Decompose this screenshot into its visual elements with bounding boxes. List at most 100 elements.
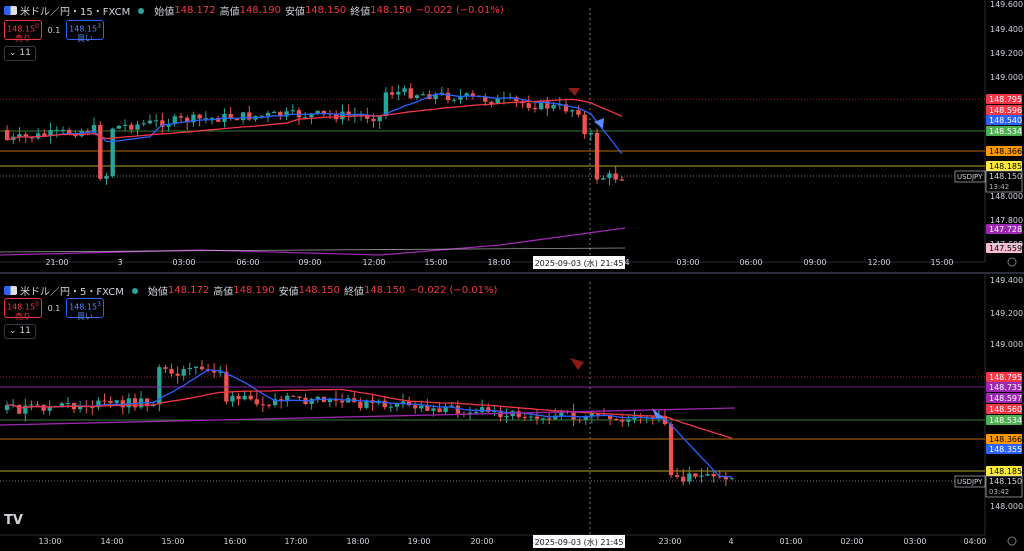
candle-body [626,419,631,422]
candle-body [431,408,436,411]
high-value: 148.190 [233,285,275,296]
candle-body [122,124,128,126]
price-tag-label: 148.534 [989,416,1022,425]
current-symbol-label: USDJPY [957,173,983,181]
candle-body [388,406,393,408]
trend-line [0,247,626,253]
moving-average-long [0,407,736,426]
high-label: 高値 [219,7,240,18]
candle-body [35,404,40,406]
bottom-chart-header: 米ドル／円・5・FXCM 始値 148.172 高値 148.190 安値 148.1… [4,283,497,298]
symbol-badge [954,475,986,488]
price-tag [986,372,1022,382]
candle-body [377,115,382,122]
top-buy-button[interactable]: 148.153 買い [66,20,104,43]
time-axis-label: 15:00 [161,537,184,546]
time-axis-label: 04:00 [963,537,986,546]
candle-body [540,418,546,420]
price-tag [986,224,1022,234]
bottom-symbol-title[interactable]: 米ドル／円・5・FXCM [20,287,124,298]
time-axis-label: 3 [117,258,122,267]
candle-body [711,474,716,477]
time-axis-label: 17:00 [284,537,307,546]
current-price-label: 148.150 [989,172,1022,181]
candle-body [104,176,109,179]
candle-body [157,367,162,405]
top-indicator-toggle[interactable]: ⌄ 11 [4,46,36,61]
candle-body [47,406,52,411]
time-axis-label: 03:00 [903,537,926,546]
bottom-sell-button[interactable]: 148.150 売り [4,298,42,321]
low-label: 安値 [284,7,305,18]
candle-body [547,418,552,420]
chevron-down-icon: ⌄ [9,48,17,58]
current-price-label: 148.150 [989,477,1022,486]
price-tag [986,126,1022,136]
candle-body [209,117,215,119]
candle-body [389,92,395,95]
candle-body [382,400,387,408]
top-symbol-title[interactable]: 米ドル／円・15・FXCM [20,7,131,18]
candle-body [421,94,426,96]
time-axis-label: 21:00 [45,258,68,267]
candle-body [443,406,448,413]
change-value: −0.022 (−0.01%) [415,5,504,16]
candle-body [169,368,174,374]
crosshair-time-label: 2025-09-03 (水) 21:45 [535,258,624,268]
time-axis-label: 14:00 [100,537,123,546]
candle-body [54,129,59,131]
price-tag [986,243,1022,253]
candle-body [400,401,406,404]
candle-body [526,103,531,108]
price-tag-label: 148.795 [989,373,1022,382]
candle-body [166,123,171,127]
candle-body [42,133,47,136]
price-tag-label: 147.728 [989,225,1022,234]
price-tag [986,161,1022,171]
candle-body [577,419,582,421]
price-axis-label: 149.000 [990,340,1023,349]
candle-body [216,117,221,122]
candle-body [371,118,376,122]
candle-body [96,400,101,408]
close-value: 148.150 [370,5,412,16]
tradingview-logo: TV [4,513,23,528]
top-sell-button[interactable]: 148.150 売り [4,20,42,43]
candle-body [425,405,430,411]
moving-average-fast [6,93,623,155]
candle-body [650,416,655,419]
candle-body [553,415,558,420]
candle-body [309,113,314,118]
candle-body [102,400,107,402]
bottom-buy-button[interactable]: 148.153 買い [66,298,104,321]
candle-body [291,395,296,397]
close-value: 148.150 [363,285,406,296]
change-value: −0.022 (−0.01%) [409,285,498,296]
candle-body [437,408,442,413]
candle-body [175,373,180,376]
candle-body [662,415,668,425]
candle-body [199,366,205,370]
candle-body [414,95,420,99]
candle-body [693,473,698,477]
candle-body [607,173,612,179]
candle-body [178,116,184,118]
close-label: 終値 [343,287,364,298]
candle-body [449,405,454,407]
time-axis-label: 18:00 [487,258,510,267]
open-label: 始値 [154,7,175,18]
bottom-indicator-toggle[interactable]: ⌄ 11 [4,324,36,339]
candle-body [260,404,266,406]
time-axis-label: 4 [728,537,733,546]
candle-body [65,403,71,405]
bar-countdown: 13:42 [989,183,1009,191]
market-open-icon [131,287,138,294]
time-axis-label: 13:00 [38,537,61,546]
current-symbol-label: USDJPY [957,478,983,486]
candle-body [486,407,491,412]
candle-body [394,403,400,407]
candle-body [445,92,451,100]
price-axis-label: 149.400 [990,25,1023,34]
candle-body [413,405,418,409]
